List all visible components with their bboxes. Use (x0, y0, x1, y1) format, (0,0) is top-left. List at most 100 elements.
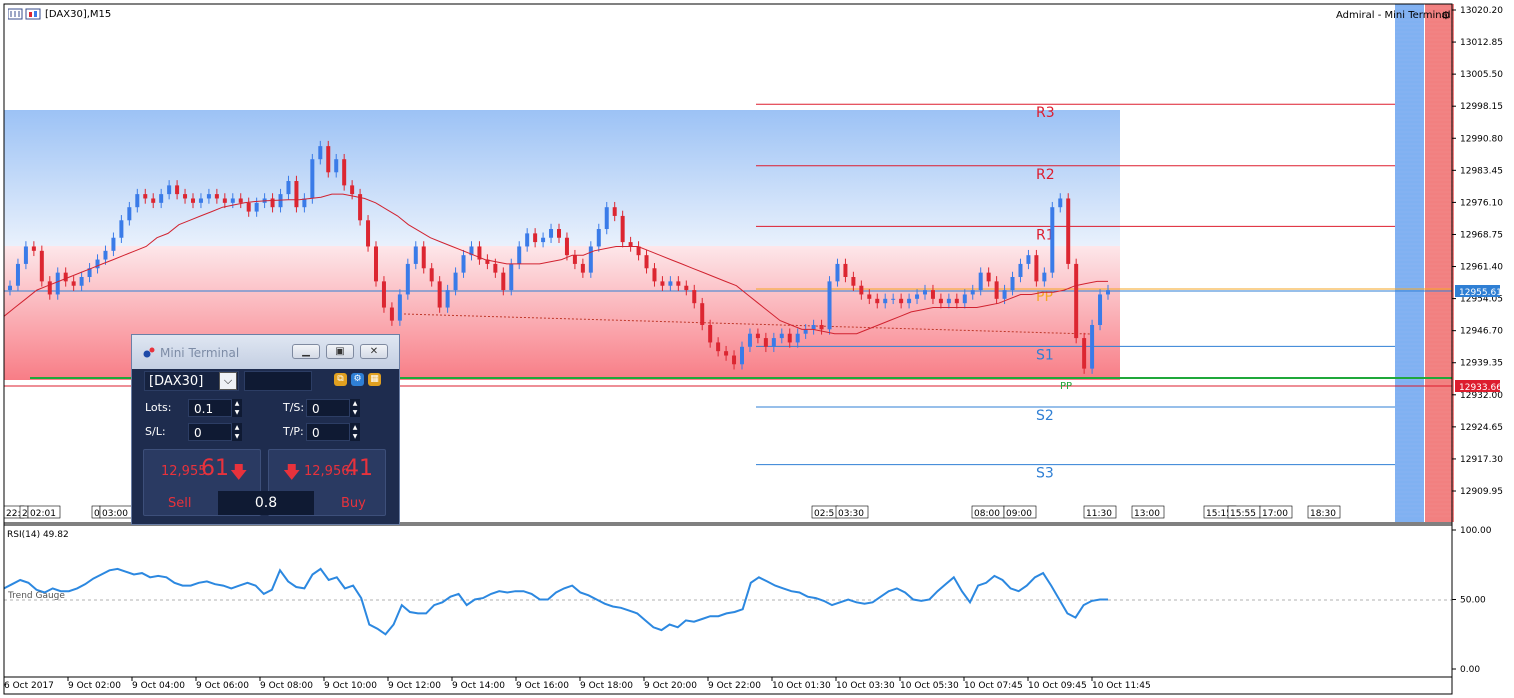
tp-value: 0 (312, 426, 320, 440)
candle-body (644, 255, 649, 269)
candle-body (557, 229, 561, 238)
time-tick-label: 9 Oct 08:00 (260, 681, 313, 691)
candle-body (652, 268, 657, 282)
candle-body (930, 290, 935, 299)
candle-body (795, 333, 800, 343)
candle-body (326, 146, 331, 173)
candle-body (660, 281, 665, 286)
candle-body (278, 194, 283, 208)
red-gauge-column (1425, 4, 1454, 522)
candle-body (55, 272, 60, 295)
candle-body (159, 194, 164, 203)
candle-body (954, 298, 959, 304)
trend-gauge-label: Trend Gauge (7, 591, 65, 601)
session-label-box (1307, 505, 1341, 519)
candle-body (835, 263, 840, 282)
candle-body (310, 159, 315, 199)
buy-label: Buy (341, 496, 366, 511)
ts-stepper[interactable]: ▲ ▼ (350, 399, 360, 417)
candle-body (254, 202, 259, 212)
mini-terminal-titlebar[interactable]: Mini Terminal ▁ ▣ ✕ (132, 335, 399, 369)
price-tick-label: 12939.35 (1460, 359, 1503, 369)
symbol-select[interactable]: [DAX30] (144, 371, 239, 391)
time-tick-label: 9 Oct 10:00 (324, 681, 377, 691)
tp-stepper[interactable]: ▲ ▼ (350, 423, 360, 441)
price-tick-label: 12909.95 (1460, 487, 1503, 497)
candle-body (636, 246, 641, 256)
pivot-label-r2: R2 (1036, 167, 1055, 183)
candle-body (8, 285, 12, 291)
candle-body (620, 215, 625, 243)
candle-body (851, 277, 856, 286)
session-label: 03:30 (838, 509, 864, 519)
candle-body (883, 298, 888, 304)
price-tick-label: 12998.15 (1460, 102, 1503, 112)
lots-stepper[interactable]: ▲ ▼ (232, 399, 242, 417)
gear-icon[interactable]: ⚙ (351, 373, 364, 386)
ts-input[interactable]: 0 (306, 399, 350, 417)
close-button[interactable]: ✕ (360, 344, 388, 359)
candle-body (334, 159, 339, 173)
chart-type-icon[interactable] (7, 8, 42, 23)
candle-body (1034, 255, 1039, 282)
time-tick-label: 10 Oct 01:30 (772, 681, 831, 691)
candle-body (477, 246, 482, 260)
candle-body (517, 246, 522, 264)
candle-body (763, 338, 768, 347)
candle-body (222, 198, 227, 203)
copy-icon[interactable]: ⧉ (334, 373, 347, 386)
candles (8, 140, 1110, 374)
candle-body (986, 272, 991, 282)
candle-body (676, 281, 681, 286)
session-label-box (1083, 505, 1117, 519)
candle-body (819, 324, 824, 330)
price-tick-label: 12961.40 (1460, 263, 1503, 273)
spread-display: 0.8 (218, 491, 314, 515)
price-tick-label: 13005.50 (1460, 70, 1503, 80)
admiral-logo-icon (143, 347, 155, 358)
pp-green-label: PP (1060, 381, 1072, 392)
mini-terminal-panel[interactable]: Mini Terminal ▁ ▣ ✕ [DAX30] ⌵ ⧉ ⚙ ▦ Lots… (131, 334, 400, 525)
grid-icon[interactable]: ▦ (368, 373, 381, 386)
sell-label: Sell (168, 496, 192, 511)
ts-value: 0 (312, 402, 320, 416)
sl-stepper[interactable]: ▲ ▼ (232, 423, 242, 441)
candle-body (803, 329, 808, 334)
candle-body (1098, 294, 1103, 325)
lots-input[interactable]: 0.1 (188, 399, 232, 417)
candle-body (397, 294, 402, 321)
session-label: 02:01 (30, 509, 56, 519)
sl-input[interactable]: 0 (188, 423, 232, 441)
candle-body (453, 272, 458, 291)
time-tick-label: 9 Oct 02:00 (68, 681, 121, 691)
candle-body (755, 333, 760, 339)
restore-button[interactable]: ▣ (326, 344, 354, 359)
candle-body (469, 246, 474, 256)
minimize-button[interactable]: ▁ (292, 344, 320, 359)
tp-input[interactable]: 0 (306, 423, 350, 441)
indicator-settings-icon[interactable]: ⚙ (1441, 9, 1451, 22)
candle-body (501, 272, 506, 291)
candle-body (206, 194, 211, 199)
candle-body (350, 185, 355, 195)
candle-body (923, 290, 927, 295)
candle-body (564, 237, 569, 256)
candle-body (1018, 263, 1023, 278)
candle-body (978, 272, 983, 291)
chevron-down-icon[interactable]: ⌵ (219, 372, 237, 390)
session-time-labels: 22: 2 02:01 0 03:00 02:5 03:30 08:00 09:00 11:30 1… (3, 505, 1341, 519)
blue-gauge-column (1395, 4, 1424, 522)
sl-label: S/L: (145, 425, 166, 438)
candle-body (79, 277, 84, 286)
session-label: 17:00 (1262, 509, 1288, 519)
pivot-lines: R3 R2 R1 PP S1 S2 S3 (756, 103, 1395, 482)
bid-tag-text: 12955.61 (1459, 288, 1502, 298)
session-label: 18:30 (1310, 509, 1336, 519)
candle-body (1026, 255, 1031, 264)
indicator-name: Admiral - Mini Terminal (1336, 10, 1451, 21)
candle-body (732, 355, 737, 365)
candle-body (700, 303, 705, 325)
candle-body (1050, 207, 1055, 273)
candle-body (175, 185, 180, 195)
bullish-zone (4, 110, 1120, 246)
